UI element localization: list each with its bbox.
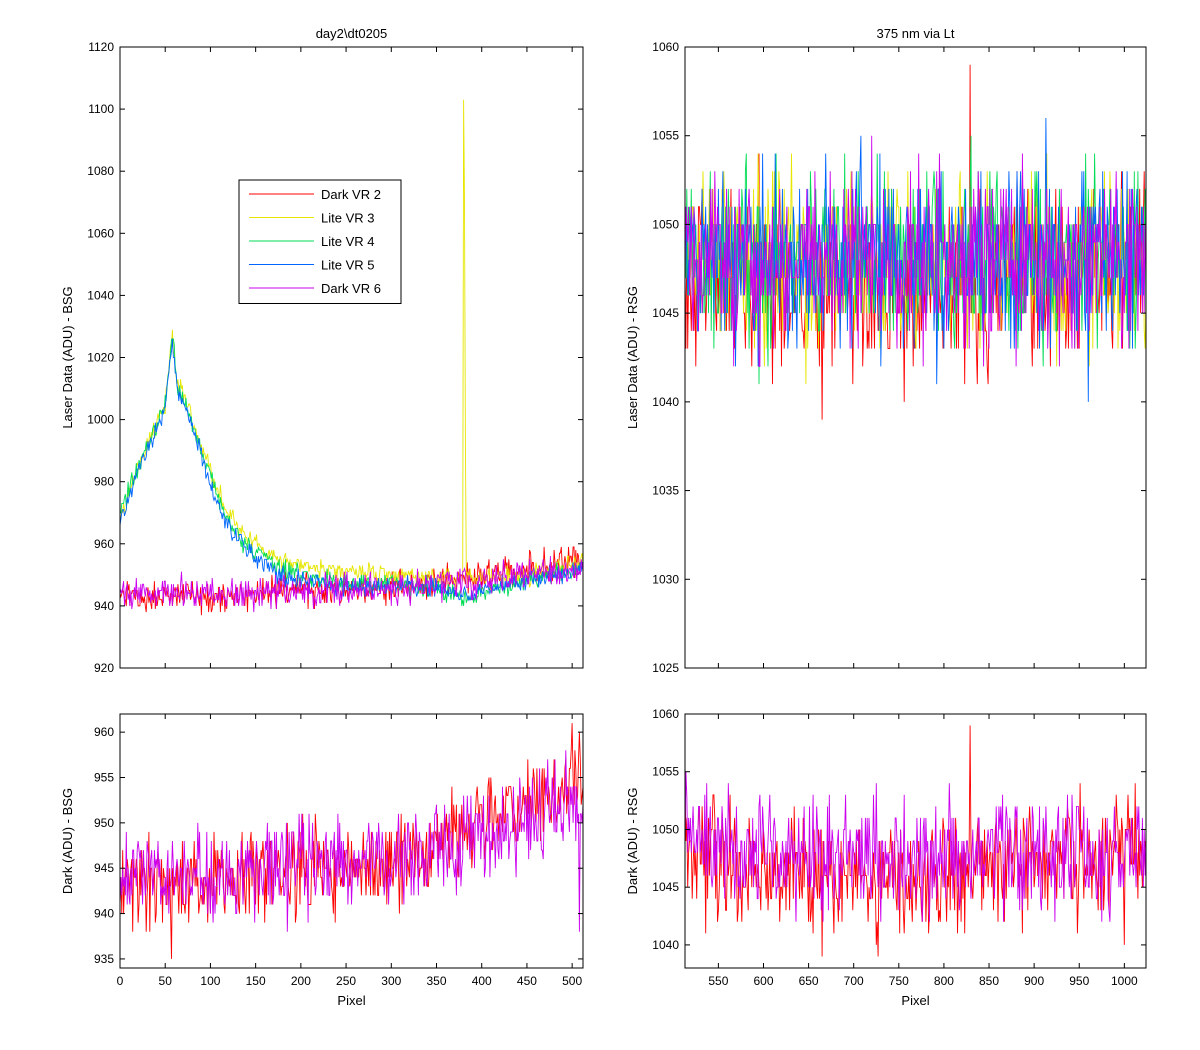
x-tick-label: 400 — [472, 974, 492, 988]
x-tick-label: 0 — [117, 974, 124, 988]
x-tick-label: 850 — [979, 974, 999, 988]
x-tick-label: 800 — [934, 974, 954, 988]
chart-title: 375 nm via Lt — [876, 26, 954, 41]
y-axis-label: Laser Data (ADU) - RSG — [625, 286, 640, 429]
x-tick-label: 50 — [159, 974, 173, 988]
y-tick-label: 980 — [94, 475, 114, 489]
y-axis-label: Dark (ADU) - BSG — [60, 788, 75, 894]
y-tick-label: 1040 — [652, 395, 679, 409]
x-tick-label: 650 — [799, 974, 819, 988]
y-tick-label: 1055 — [652, 765, 679, 779]
y-tick-label: 935 — [94, 952, 114, 966]
x-tick-label: 600 — [753, 974, 773, 988]
y-axis-label: Laser Data (ADU) - BSG — [60, 286, 75, 428]
y-tick-label: 1040 — [652, 938, 679, 952]
series-group — [685, 64, 1146, 420]
y-tick-label: 1060 — [87, 226, 114, 240]
axes-box — [684, 713, 1147, 969]
y-tick-label: 1020 — [87, 351, 114, 365]
series-line-dark-vr-2 — [120, 723, 583, 959]
legend-entry: Dark VR 6 — [321, 281, 381, 296]
series-line-lite-vr-5 — [120, 338, 583, 602]
x-tick-label: 700 — [844, 974, 864, 988]
axes-box — [119, 713, 584, 969]
y-tick-label: 1045 — [652, 306, 679, 320]
series-line-dark-vr-2 — [120, 546, 583, 616]
x-tick-label: 950 — [1069, 974, 1089, 988]
legend-entry: Dark VR 2 — [321, 187, 381, 202]
x-tick-label: 100 — [200, 974, 220, 988]
y-tick-label: 950 — [94, 816, 114, 830]
series-line-lite-vr-3 — [120, 99, 583, 588]
chart-panel-1: 920 940 960 980 1000 1020 1040 1060 1080 1100 1120… — [60, 26, 584, 675]
series-group — [120, 99, 583, 616]
y-axis-label: Dark (ADU) - RSG — [625, 788, 640, 895]
y-tick-label: 1100 — [88, 102, 114, 116]
x-tick-label: 250 — [336, 974, 356, 988]
series-group — [120, 723, 583, 959]
series-line-dark-vr-6 — [120, 750, 583, 932]
y-tick-label: 1080 — [87, 164, 114, 178]
y-tick-label: 940 — [94, 599, 114, 613]
x-tick-label: 350 — [426, 974, 446, 988]
legend: Dark VR 2 Lite VR 3 Lite VR 4 Lite VR 5 Dark… — [238, 179, 402, 304]
y-tick-label: 940 — [94, 907, 114, 921]
y-tick-label: 1055 — [652, 129, 679, 143]
series-line-dark-vr-6 — [120, 556, 583, 613]
y-tick-label: 960 — [94, 725, 114, 739]
x-tick-label: 150 — [246, 974, 266, 988]
y-tick-label: 1050 — [652, 822, 679, 836]
y-tick-label: 1060 — [652, 40, 679, 54]
y-tick-label: 960 — [94, 537, 114, 551]
x-tick-label: 750 — [889, 974, 909, 988]
series-line-lite-vr-5 — [685, 117, 1146, 402]
series-line-lite-vr-4 — [120, 338, 583, 606]
chart-panel-2: 1025 1030 1035 1040 1045 1050 1055 1060 375 nm v… — [625, 26, 1147, 675]
x-tick-label: 450 — [517, 974, 537, 988]
y-tick-label: 955 — [94, 771, 114, 785]
y-tick-label: 920 — [94, 661, 114, 675]
x-tick-label: 300 — [381, 974, 401, 988]
x-tick-label: 900 — [1024, 974, 1044, 988]
y-tick-label: 1060 — [652, 707, 679, 721]
y-tick-label: 1000 — [87, 413, 114, 427]
legend-entry: Lite VR 3 — [321, 211, 374, 226]
legend-entry: Lite VR 4 — [321, 234, 374, 249]
y-tick-label: 1120 — [88, 40, 114, 54]
y-tick-label: 1035 — [652, 484, 679, 498]
y-tick-label: 1050 — [652, 217, 679, 231]
x-tick-label: 500 — [562, 974, 582, 988]
series-line-dark-vr-6 — [685, 771, 1146, 922]
y-tick-label: 1045 — [652, 880, 679, 894]
x-tick-label: 200 — [291, 974, 311, 988]
y-tick-label: 945 — [94, 861, 114, 875]
series-line-dark-vr-6 — [685, 135, 1146, 367]
x-axis-label: Pixel — [901, 993, 929, 1008]
chart-title: day2\dt0205 — [316, 26, 388, 41]
legend-entry: Lite VR 5 — [321, 258, 374, 273]
series-group — [685, 725, 1146, 957]
x-tick-label: 1000 — [1111, 974, 1138, 988]
x-axis-label: Pixel — [337, 993, 365, 1008]
x-tick-label: 550 — [708, 974, 728, 988]
chart-panel-4: 1040 1045 1050 1055 1060 550 600 650 700 750 800 85… — [625, 707, 1147, 1008]
y-tick-label: 1030 — [652, 572, 679, 586]
chart-panel-3: 935 940 945 950 955 960 0 50 100 150 200 250 300 350 4… — [60, 713, 584, 1008]
axes-box — [684, 46, 1147, 669]
legend-box — [238, 179, 402, 304]
y-tick-label: 1025 — [652, 661, 679, 675]
y-tick-label: 1040 — [87, 288, 114, 302]
